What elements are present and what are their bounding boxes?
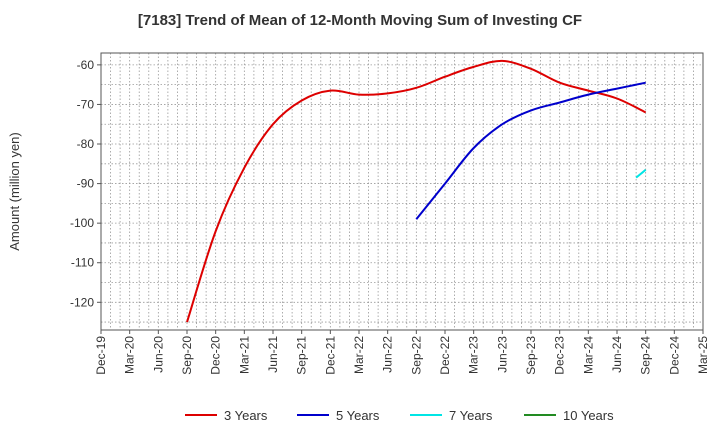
- series-line-5-years: [415, 81, 646, 220]
- x-tick-label: Sep-22: [409, 336, 423, 375]
- x-axis: Dec-19 Mar-20 Jun-20 Sep-20 Dec-20 Mar-21 Jun-…: [94, 330, 710, 375]
- x-tick-label: Dec-21: [323, 336, 337, 375]
- x-tick-label: Jun-23: [495, 336, 509, 373]
- x-tick-label: Dec-22: [438, 336, 452, 375]
- x-tick-label: Mar-24: [581, 336, 595, 374]
- legend-label-7-years: 7 Years: [449, 408, 493, 423]
- chart-title: [7183] Trend of Mean of 12-Month Moving …: [137, 12, 583, 29]
- y-tick-label: -100: [70, 216, 94, 230]
- x-tick-label: Sep-21: [295, 336, 309, 375]
- y-tick-label: -90: [77, 177, 95, 191]
- x-tick-label: Jun-24: [610, 336, 624, 373]
- x-tick-label: Jun-21: [266, 336, 280, 373]
- series-line-3-years: [186, 59, 647, 323]
- x-tick-label: Dec-19: [94, 336, 108, 375]
- legend: 3 Years 5 Years 7 Years 10 Years: [185, 408, 614, 423]
- series-line-7-years: [635, 168, 647, 179]
- x-tick-label: Jun-22: [381, 336, 395, 373]
- y-axis-label: Amount (million yen): [7, 132, 22, 251]
- legend-label-10-years: 10 Years: [563, 408, 614, 423]
- y-axis: -120 -110 -100 -90 -80 -70 -60: [70, 58, 101, 309]
- x-tick-label: Sep-20: [180, 336, 194, 375]
- y-tick-label: -80: [77, 137, 95, 151]
- grid: [100, 53, 704, 330]
- plot-frame: [100, 52, 704, 331]
- x-tick-label: Mar-21: [237, 336, 251, 374]
- y-tick-label: -70: [77, 97, 95, 111]
- y-tick-label: -60: [77, 58, 95, 72]
- x-tick-label: Mar-25: [696, 336, 710, 374]
- x-tick-label: Mar-23: [467, 336, 481, 374]
- x-tick-label: Dec-23: [553, 336, 567, 375]
- x-tick-label: Dec-20: [209, 336, 223, 375]
- x-tick-label: Mar-22: [352, 336, 366, 374]
- series-lines: [186, 59, 647, 323]
- x-tick-label: Dec-24: [667, 336, 681, 375]
- x-tick-label: Jun-20: [151, 336, 165, 373]
- x-tick-label: Sep-24: [639, 336, 653, 375]
- y-tick-label: -120: [70, 295, 94, 309]
- x-tick-label: Sep-23: [524, 336, 538, 375]
- x-tick-label: Mar-20: [123, 336, 137, 374]
- y-tick-label: -110: [71, 256, 94, 270]
- legend-label-5-years: 5 Years: [336, 408, 380, 423]
- legend-label-3-years: 3 Years: [224, 408, 268, 423]
